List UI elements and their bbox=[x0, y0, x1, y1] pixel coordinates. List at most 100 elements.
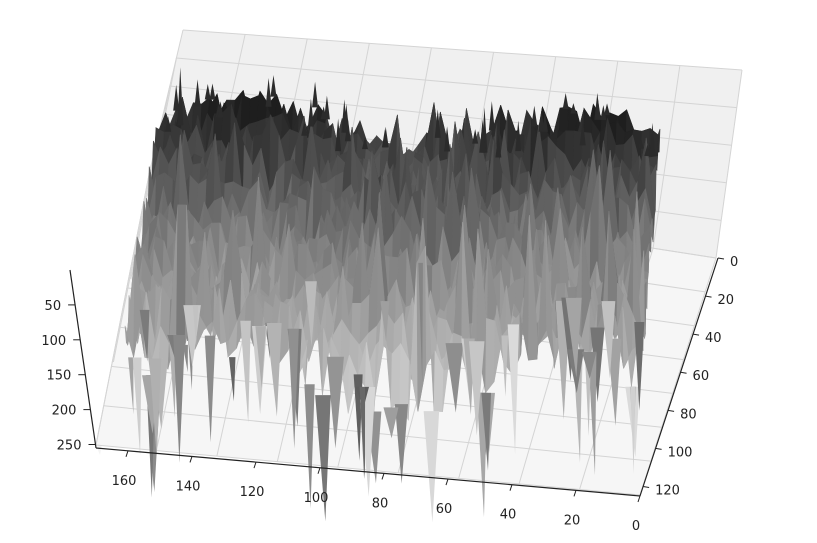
grid-line bbox=[165, 57, 177, 114]
surface-facet bbox=[383, 407, 399, 439]
surface-facet bbox=[301, 121, 308, 136]
surface-facet bbox=[590, 327, 605, 403]
surface-facet bbox=[418, 262, 423, 384]
surface-facet bbox=[255, 326, 267, 389]
surface-facet bbox=[173, 84, 180, 111]
grid-line bbox=[176, 57, 737, 109]
surface-facet bbox=[507, 324, 520, 455]
surface-facet bbox=[176, 204, 187, 346]
x-ticks: 160 140 120 100 80 60 40 20 0 bbox=[112, 450, 641, 534]
surface-facet bbox=[579, 119, 586, 146]
surface-facet bbox=[204, 83, 211, 100]
surface-facet bbox=[390, 342, 402, 408]
surface-facet bbox=[323, 95, 330, 120]
surface-facet bbox=[423, 411, 440, 523]
surface-facet bbox=[394, 404, 409, 484]
surface-facet bbox=[212, 196, 223, 225]
y-tick-label: 80 bbox=[680, 407, 697, 422]
surface-facet bbox=[165, 116, 172, 132]
x-tick-label: 80 bbox=[372, 496, 389, 511]
surface-facet bbox=[434, 109, 441, 138]
y-tick-label: 100 bbox=[668, 445, 693, 460]
grid-line bbox=[111, 365, 662, 428]
z-tick-label: 200 bbox=[52, 404, 77, 419]
surface-facet bbox=[649, 122, 656, 157]
grid-line bbox=[182, 29, 743, 71]
y-tick-mark bbox=[680, 371, 687, 374]
surface-facet bbox=[315, 395, 331, 522]
z-ticks: 50 100 150 200 250 bbox=[41, 299, 96, 454]
x-tick-label: 40 bbox=[500, 508, 517, 523]
surface-facet bbox=[481, 392, 492, 471]
y-tick-mark bbox=[643, 485, 650, 488]
z-tick-label: 50 bbox=[45, 299, 62, 314]
x-tick-mark bbox=[637, 495, 641, 503]
surface-facet bbox=[359, 386, 366, 480]
surface-facet bbox=[630, 386, 636, 474]
surface-facet bbox=[515, 120, 522, 152]
surface-facet bbox=[644, 144, 651, 156]
surface-facet bbox=[288, 328, 299, 449]
grid-line bbox=[652, 65, 681, 249]
surface-facet bbox=[343, 104, 350, 133]
x-tick-label: 100 bbox=[304, 491, 329, 506]
x-tick-mark bbox=[317, 467, 321, 474]
surface-facet bbox=[307, 98, 314, 127]
x-axis-line bbox=[95, 447, 641, 497]
y-ticks: 0 20 40 60 80 100 120 bbox=[643, 255, 738, 498]
surface-facet bbox=[312, 81, 319, 108]
surface-facet bbox=[217, 101, 224, 118]
surface-facet bbox=[265, 78, 272, 107]
surface-facet bbox=[132, 357, 142, 456]
y-tick-label: 0 bbox=[730, 255, 738, 270]
surface-facet bbox=[468, 341, 485, 436]
surface-facet bbox=[541, 111, 548, 132]
surface-facet bbox=[192, 305, 199, 346]
surface-facet bbox=[485, 317, 496, 394]
grid-line bbox=[715, 69, 743, 259]
z-tick-label: 250 bbox=[57, 439, 82, 454]
axes bbox=[69, 257, 719, 497]
y-tick-mark bbox=[692, 333, 700, 336]
surface-facet bbox=[444, 126, 451, 152]
y-tick-mark bbox=[705, 295, 712, 298]
y-tick-mark bbox=[667, 409, 675, 412]
surface-facet bbox=[209, 83, 216, 100]
surface-facet bbox=[335, 118, 342, 152]
y-tick-label: 60 bbox=[693, 369, 710, 384]
surface-facet bbox=[495, 135, 502, 158]
y-tick-mark bbox=[655, 447, 662, 450]
surface-facet bbox=[204, 335, 216, 443]
x-tick-label: 20 bbox=[564, 513, 581, 528]
x-tick-label: 60 bbox=[436, 502, 453, 517]
surface-facet bbox=[177, 67, 184, 126]
y-tick-mark bbox=[717, 257, 725, 260]
x-tick-label: 0 bbox=[632, 519, 640, 534]
x-tick-mark bbox=[509, 484, 513, 491]
surface-facet bbox=[128, 357, 134, 415]
surface-facet bbox=[479, 119, 486, 153]
z-tick-label: 100 bbox=[41, 334, 66, 349]
grid-line bbox=[95, 169, 151, 446]
x-tick-label: 120 bbox=[240, 485, 265, 500]
surface-facet bbox=[600, 105, 607, 120]
z-axis-line bbox=[69, 269, 97, 449]
surface-facet bbox=[320, 106, 327, 120]
surface-facet bbox=[581, 351, 597, 379]
surface-facet bbox=[194, 79, 201, 107]
x-tick-mark bbox=[381, 473, 385, 480]
y-tick-label: 20 bbox=[718, 293, 735, 308]
surface-facet bbox=[361, 136, 368, 150]
x-tick-mark bbox=[445, 478, 449, 486]
surface-facet bbox=[531, 105, 538, 127]
surface-facet bbox=[604, 103, 611, 116]
surface-facet bbox=[562, 93, 569, 110]
surface-facet bbox=[488, 101, 495, 131]
surface-facet bbox=[228, 357, 236, 402]
surface-facet bbox=[634, 322, 645, 411]
surface-facet bbox=[173, 335, 186, 463]
surface-facet bbox=[270, 75, 277, 97]
x-tick-mark bbox=[189, 456, 193, 463]
surface-facet bbox=[240, 320, 251, 423]
